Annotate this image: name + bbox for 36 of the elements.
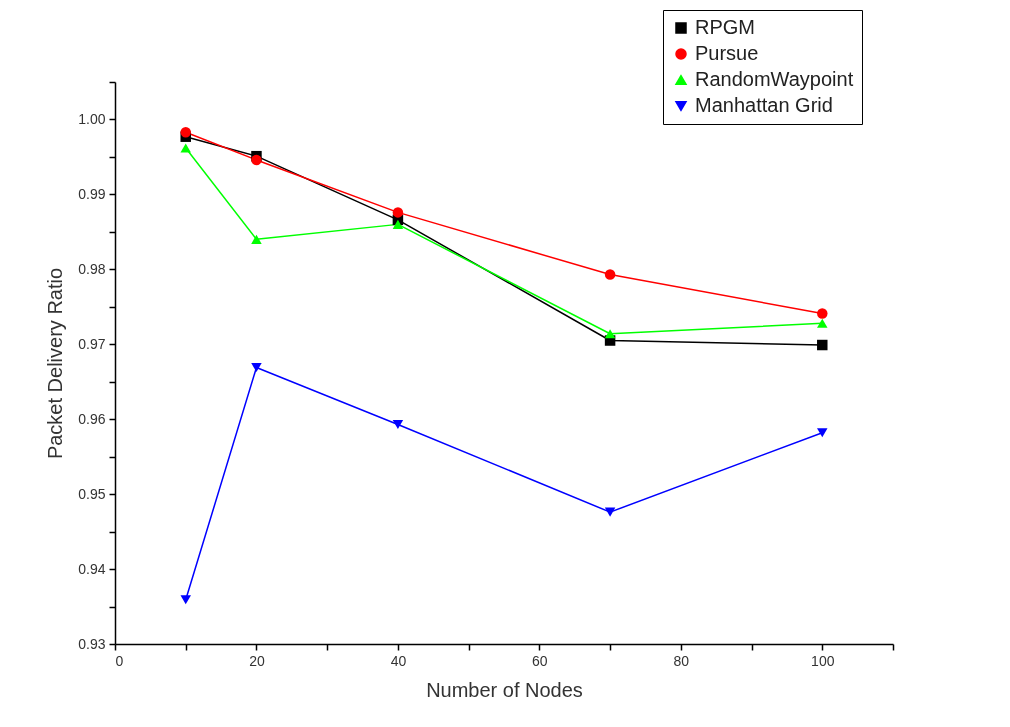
point [604, 269, 616, 280]
legend-label: Pursue [695, 42, 759, 64]
legend-label: Manhattan Grid [695, 94, 833, 116]
x-axis-title: Number of Nodes [426, 678, 583, 701]
point [817, 318, 828, 328]
point [604, 329, 616, 339]
x-tick-label: 80 [673, 652, 690, 669]
y-tick-label: 0.97 [78, 335, 106, 352]
x-tick-label: 60 [532, 652, 548, 669]
y-axis-title: Packet Delivery Ratio [44, 267, 67, 460]
x-tick-label: 20 [249, 652, 265, 669]
point [251, 234, 262, 244]
point [392, 219, 404, 229]
y-tick-label: 0.96 [78, 410, 106, 427]
y-tick-label: 0.95 [78, 485, 106, 502]
point [392, 419, 404, 429]
x-tick-label: 0 [115, 652, 124, 669]
point [180, 595, 191, 605]
y-tick-label: 0.94 [78, 560, 106, 577]
x-tick-label: 40 [390, 652, 407, 669]
point [180, 143, 191, 153]
y-tick-label: 0.99 [78, 185, 106, 202]
legend-label: RandomWaypoint [695, 68, 854, 90]
y-tick-label: 0.98 [78, 260, 106, 277]
point [604, 507, 616, 517]
point [817, 428, 828, 438]
point [817, 308, 828, 319]
y-tick-label: 0.93 [78, 635, 106, 652]
y-tick-label: 1.00 [78, 110, 106, 127]
point [251, 362, 262, 373]
point [392, 207, 404, 218]
point [180, 126, 191, 138]
legend-label: RPGM [695, 16, 755, 38]
x-tick-label: 100 [811, 652, 835, 669]
point [817, 339, 828, 351]
point [251, 154, 262, 166]
